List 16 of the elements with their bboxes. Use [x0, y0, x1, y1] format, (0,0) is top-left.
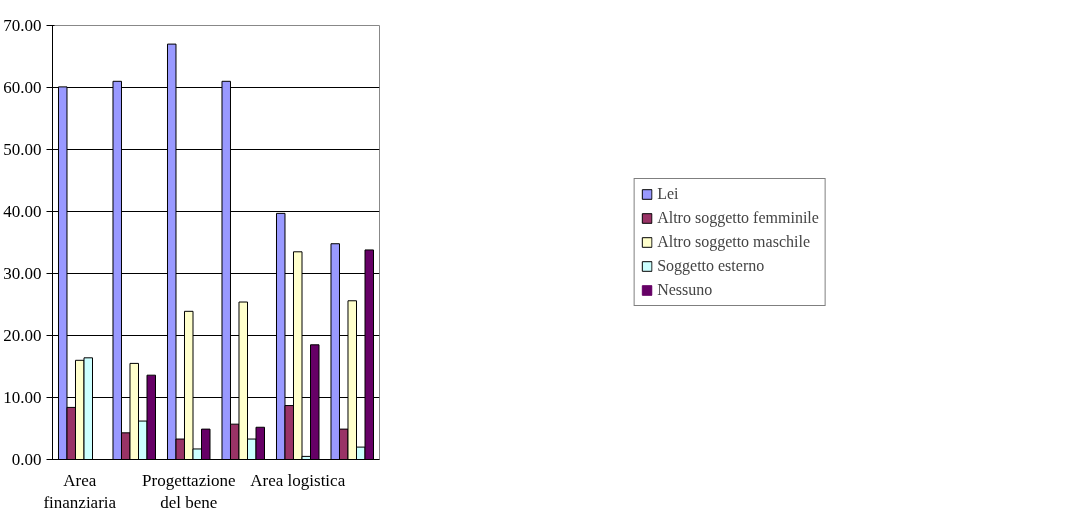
x-tick-label: Progettazione del bene	[142, 470, 236, 513]
y-tick-label: 0.00	[11, 450, 42, 469]
legend-label: Soggetto esterno	[657, 257, 765, 275]
legend-label: Lei	[657, 185, 679, 203]
y-tick-label: 60.00	[3, 78, 42, 97]
legend-label: Nessuno	[657, 281, 713, 299]
legend-label: Altro soggetto maschile	[657, 233, 810, 251]
y-tick-label: 10.00	[3, 388, 42, 407]
y-tick-label: 50.00	[3, 140, 42, 159]
y-tick-label: 30.00	[3, 264, 42, 283]
x-tick-label: Area finanziaria	[43, 470, 117, 513]
x-tick-label: Area logistica	[250, 470, 346, 490]
y-tick-label: 70.00	[3, 16, 42, 35]
y-tick-label: 40.00	[3, 202, 42, 221]
legend-label: Altro soggetto femminile	[657, 209, 819, 227]
y-tick-label: 20.00	[3, 326, 42, 345]
